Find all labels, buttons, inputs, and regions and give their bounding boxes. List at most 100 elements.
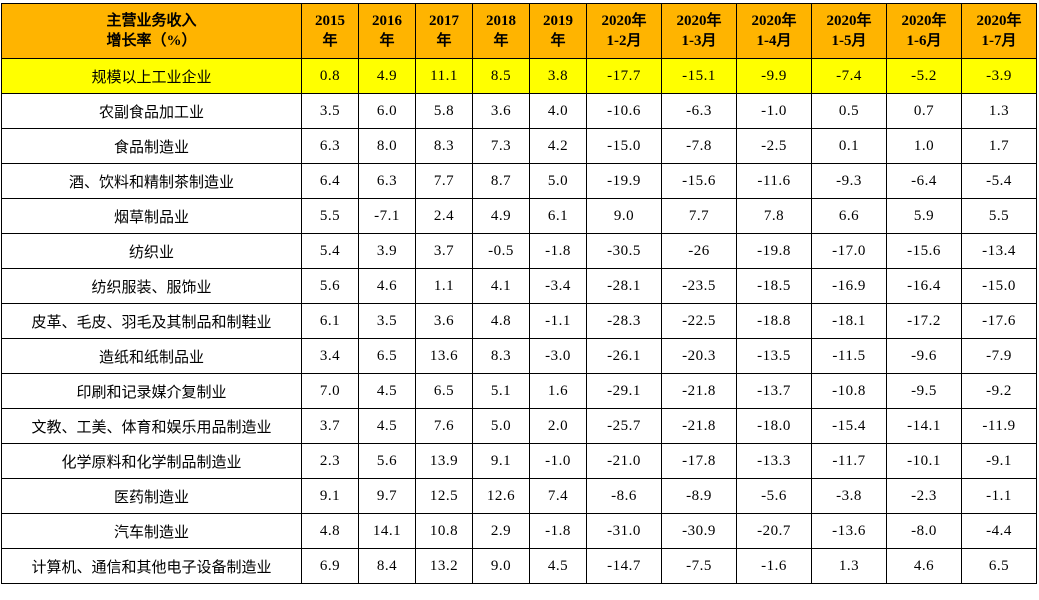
period-header-cell: 2018 年 xyxy=(472,3,530,59)
value-cell: -1.0 xyxy=(529,443,587,479)
value-cell: -5.4 xyxy=(961,163,1037,199)
row-label-cell: 造纸和纸制品业 xyxy=(1,338,302,374)
row-label-cell: 化学原料和化学制品制造业 xyxy=(1,443,302,479)
value-cell: -1.6 xyxy=(736,548,812,584)
value-cell: -15.4 xyxy=(811,408,887,444)
value-cell: -9.3 xyxy=(811,163,887,199)
value-cell: 9.1 xyxy=(301,478,359,514)
value-cell: -28.1 xyxy=(586,268,662,304)
value-cell: -11.5 xyxy=(811,338,887,374)
value-cell: 7.8 xyxy=(736,198,812,234)
value-cell: -13.3 xyxy=(736,443,812,479)
value-cell: -11.6 xyxy=(736,163,812,199)
value-cell: 7.6 xyxy=(415,408,473,444)
period-header-cell: 2016 年 xyxy=(358,3,416,59)
value-cell: -8.0 xyxy=(886,513,962,549)
row-label-cell: 规模以上工业企业 xyxy=(1,58,302,94)
value-cell: -7.4 xyxy=(811,58,887,94)
value-cell: -9.6 xyxy=(886,338,962,374)
value-cell: 3.4 xyxy=(301,338,359,374)
value-cell: -0.5 xyxy=(472,233,530,269)
value-cell: 6.0 xyxy=(358,93,416,129)
value-cell: 5.5 xyxy=(961,198,1037,234)
table-row: 规模以上工业企业 0.8 4.9 11.1 8.5 3.8 -17.7 -15.1 -9.9 -7… xyxy=(1,58,1037,94)
value-cell: 5.1 xyxy=(472,373,530,409)
value-cell: -29.1 xyxy=(586,373,662,409)
value-cell: -11.9 xyxy=(961,408,1037,444)
value-cell: -13.7 xyxy=(736,373,812,409)
revenue-growth-table-container: 主营业务收入 增长率（%） 2015 年 2016 年 2017 年 2018 年 20… xyxy=(1,3,1037,584)
value-cell: -9.9 xyxy=(736,58,812,94)
value-cell: 7.4 xyxy=(529,478,587,514)
value-cell: -16.4 xyxy=(886,268,962,304)
table-row: 农副食品加工业 3.5 6.0 5.8 3.6 4.0 -10.6 -6.3 -1.0 0.5 0.… xyxy=(1,93,1037,129)
period-header-cell: 2020年 1-2月 xyxy=(586,3,662,59)
row-label-cell: 纺织业 xyxy=(1,233,302,269)
value-cell: -1.8 xyxy=(529,233,587,269)
value-cell: 1.3 xyxy=(961,93,1037,129)
value-cell: 9.0 xyxy=(586,198,662,234)
value-cell: -18.5 xyxy=(736,268,812,304)
value-cell: -15.0 xyxy=(961,268,1037,304)
value-cell: 13.6 xyxy=(415,338,473,374)
value-cell: -17.8 xyxy=(661,443,737,479)
value-cell: -16.9 xyxy=(811,268,887,304)
value-cell: 12.5 xyxy=(415,478,473,514)
value-cell: 1.6 xyxy=(529,373,587,409)
table-row: 计算机、通信和其他电子设备制造业 6.9 8.4 13.2 9.0 4.5 -14.7 -7.… xyxy=(1,548,1037,584)
value-cell: 2.3 xyxy=(301,443,359,479)
value-cell: 6.6 xyxy=(811,198,887,234)
row-label-cell: 医药制造业 xyxy=(1,478,302,514)
value-cell: -3.4 xyxy=(529,268,587,304)
value-cell: -21.8 xyxy=(661,408,737,444)
value-cell: -14.1 xyxy=(886,408,962,444)
value-cell: -10.8 xyxy=(811,373,887,409)
row-label-cell: 计算机、通信和其他电子设备制造业 xyxy=(1,548,302,584)
period-header-cell: 2020年 1-3月 xyxy=(661,3,737,59)
value-cell: -2.5 xyxy=(736,128,812,164)
value-cell: -21.8 xyxy=(661,373,737,409)
value-cell: 6.4 xyxy=(301,163,359,199)
value-cell: -20.3 xyxy=(661,338,737,374)
value-cell: 14.1 xyxy=(358,513,416,549)
value-cell: 1.0 xyxy=(886,128,962,164)
value-cell: -21.0 xyxy=(586,443,662,479)
value-cell: -7.9 xyxy=(961,338,1037,374)
period-header-cell: 2015 年 xyxy=(301,3,359,59)
value-cell: 5.9 xyxy=(886,198,962,234)
value-cell: -18.8 xyxy=(736,303,812,339)
value-cell: 3.7 xyxy=(415,233,473,269)
value-cell: -11.7 xyxy=(811,443,887,479)
period-header-cell: 2020年 1-6月 xyxy=(886,3,962,59)
value-cell: 1.1 xyxy=(415,268,473,304)
value-cell: 8.0 xyxy=(358,128,416,164)
value-cell: -25.7 xyxy=(586,408,662,444)
value-cell: -18.1 xyxy=(811,303,887,339)
table-row: 烟草制品业 5.5 -7.1 2.4 4.9 6.1 9.0 7.7 7.8 6.6 5.9 5.5 xyxy=(1,198,1037,234)
value-cell: 0.7 xyxy=(886,93,962,129)
value-cell: 4.0 xyxy=(529,93,587,129)
value-cell: -19.9 xyxy=(586,163,662,199)
value-cell: 5.0 xyxy=(472,408,530,444)
value-cell: -17.2 xyxy=(886,303,962,339)
value-cell: 9.7 xyxy=(358,478,416,514)
value-cell: 9.1 xyxy=(472,443,530,479)
value-cell: 4.5 xyxy=(358,373,416,409)
value-cell: -6.4 xyxy=(886,163,962,199)
value-cell: 3.6 xyxy=(472,93,530,129)
value-cell: 3.8 xyxy=(529,58,587,94)
value-cell: 5.6 xyxy=(301,268,359,304)
table-row: 食品制造业 6.3 8.0 8.3 7.3 4.2 -15.0 -7.8 -2.5 0.1 1.0 1… xyxy=(1,128,1037,164)
value-cell: 2.0 xyxy=(529,408,587,444)
value-cell: 13.2 xyxy=(415,548,473,584)
value-cell: 3.9 xyxy=(358,233,416,269)
value-cell: -10.6 xyxy=(586,93,662,129)
value-cell: 12.6 xyxy=(472,478,530,514)
value-cell: 8.7 xyxy=(472,163,530,199)
value-cell: 0.1 xyxy=(811,128,887,164)
table-row: 纺织服装、服饰业 5.6 4.6 1.1 4.1 -3.4 -28.1 -23.5 -18.5-… xyxy=(1,268,1037,304)
value-cell: -30.5 xyxy=(586,233,662,269)
row-label-cell: 酒、饮料和精制茶制造业 xyxy=(1,163,302,199)
value-cell: -14.7 xyxy=(586,548,662,584)
value-cell: 6.1 xyxy=(529,198,587,234)
